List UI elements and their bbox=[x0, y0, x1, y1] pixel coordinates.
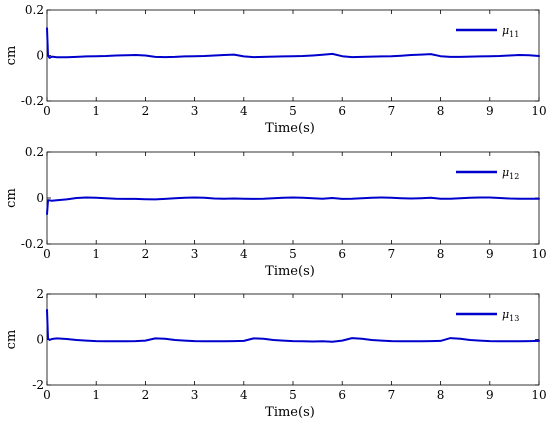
y-tick-label: 2 bbox=[36, 287, 44, 301]
legend-entry: μ12 bbox=[502, 166, 519, 181]
x-tick-label: 5 bbox=[289, 247, 297, 261]
y-tick-label: 0 bbox=[36, 49, 44, 63]
x-tick-label: 0 bbox=[43, 104, 51, 118]
x-tick-label: 0 bbox=[43, 247, 51, 261]
x-tick-label: 6 bbox=[338, 388, 346, 402]
x-tick-label: 10 bbox=[531, 388, 546, 402]
x-tick-label: 4 bbox=[240, 104, 248, 118]
series-line bbox=[46, 27, 540, 59]
x-tick-label: 2 bbox=[142, 104, 150, 118]
x-tick-label: 6 bbox=[338, 247, 346, 261]
legend-entry: μ11 bbox=[502, 24, 519, 39]
y-axis-label: cm bbox=[4, 188, 19, 208]
x-tick-label: 5 bbox=[289, 388, 297, 402]
y-tick-label: 0 bbox=[36, 333, 44, 347]
x-tick-label: 1 bbox=[92, 247, 100, 261]
x-tick-label: 8 bbox=[437, 247, 445, 261]
x-tick-label: 4 bbox=[240, 388, 248, 402]
x-tick-label: 0 bbox=[43, 388, 51, 402]
x-tick-label: 10 bbox=[531, 247, 546, 261]
x-tick-label: 5 bbox=[289, 104, 297, 118]
y-tick-label: 0.2 bbox=[25, 145, 44, 159]
x-tick-label: 1 bbox=[92, 388, 100, 402]
x-tick-label: 7 bbox=[388, 388, 396, 402]
series-line bbox=[46, 196, 540, 216]
x-axis-label: Time(s) bbox=[265, 121, 315, 136]
y-tick-label: -0.2 bbox=[21, 237, 44, 251]
x-tick-label: 3 bbox=[191, 247, 199, 261]
x-axis-label: Time(s) bbox=[265, 405, 315, 420]
x-tick-label: 4 bbox=[240, 247, 248, 261]
x-tick-label: 10 bbox=[531, 104, 546, 118]
x-tick-label: 2 bbox=[142, 247, 150, 261]
x-tick-label: 1 bbox=[92, 104, 100, 118]
x-tick-label: 8 bbox=[437, 388, 445, 402]
x-tick-label: 3 bbox=[191, 104, 199, 118]
x-tick-label: 9 bbox=[486, 247, 494, 261]
x-tick-label: 6 bbox=[338, 104, 346, 118]
x-axis-label: Time(s) bbox=[265, 264, 315, 279]
x-tick-label: 2 bbox=[142, 388, 150, 402]
y-axis-label: cm bbox=[4, 330, 19, 350]
y-tick-label: 0 bbox=[36, 191, 44, 205]
y-tick-label: -2 bbox=[32, 378, 44, 392]
y-tick-label: 0.2 bbox=[25, 3, 44, 17]
x-tick-label: 9 bbox=[486, 104, 494, 118]
x-tick-label: 7 bbox=[388, 247, 396, 261]
x-tick-label: 9 bbox=[486, 388, 494, 402]
y-axis-label: cm bbox=[4, 46, 19, 66]
x-tick-label: 8 bbox=[437, 104, 445, 118]
x-tick-label: 7 bbox=[388, 104, 396, 118]
x-tick-label: 3 bbox=[191, 388, 199, 402]
legend-entry: μ13 bbox=[502, 308, 519, 323]
y-tick-label: -0.2 bbox=[21, 94, 44, 108]
series-line bbox=[46, 308, 540, 343]
